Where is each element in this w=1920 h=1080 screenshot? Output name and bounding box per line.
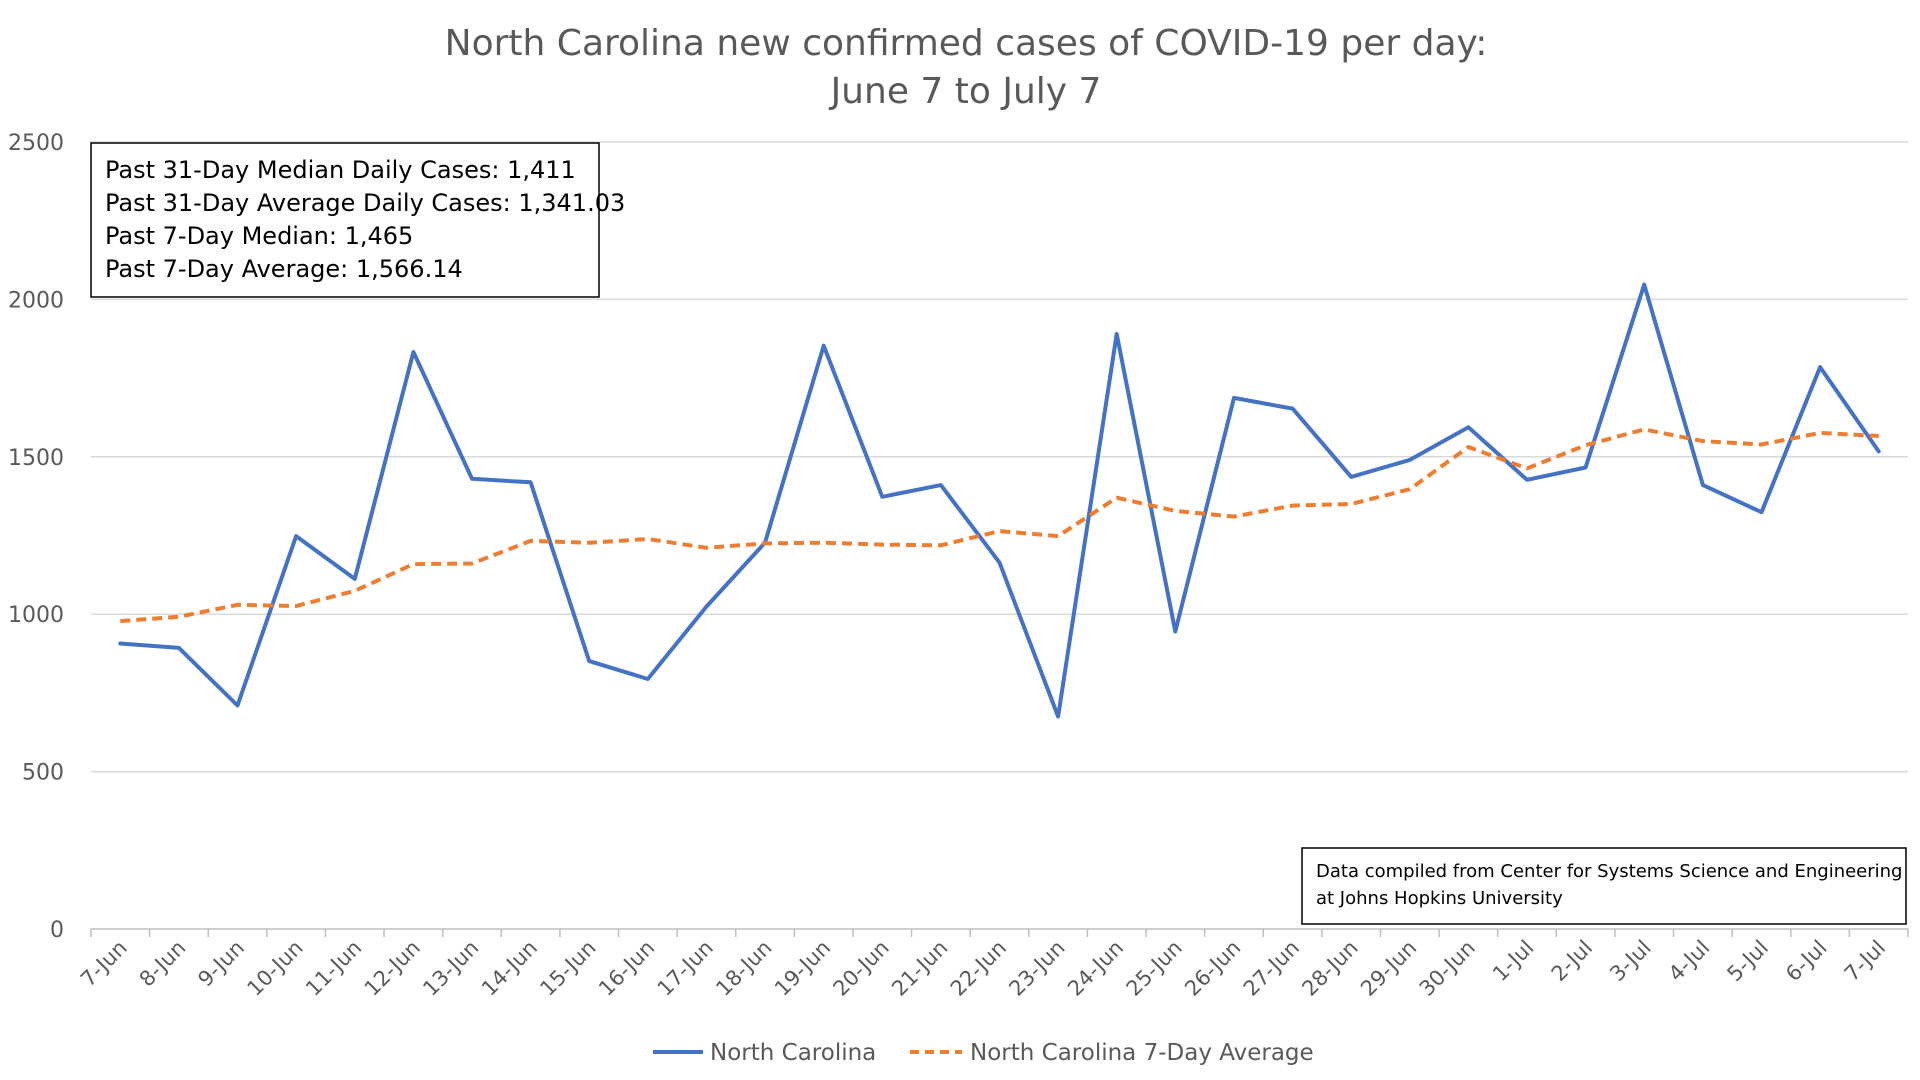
chart-title: North Carolina new confirmed cases of CO… — [445, 23, 1488, 64]
y-tick-label-2000: 2000 — [8, 288, 64, 313]
stats-median-31: Past 31-Day Median Daily Cases: 1,411 — [105, 156, 576, 184]
stats-average-7: Past 7-Day Average: 1,566.14 — [105, 255, 463, 283]
y-tick-label-500: 500 — [22, 761, 64, 786]
stats-annotation-box: Past 31-Day Median Daily Cases: 1,411 Pa… — [90, 142, 625, 298]
y-tick-label-1000: 1000 — [8, 603, 64, 628]
source-box-border — [1301, 847, 1907, 925]
y-tick-label-1500: 1500 — [8, 446, 64, 471]
series-line-north-carolina — [118, 282, 1881, 719]
series-lines — [118, 282, 1881, 719]
y-axis-tick-labels: 0 500 1000 1500 2000 2500 — [8, 131, 64, 943]
gridlines — [91, 141, 1908, 773]
source-note-line-2: at Johns Hopkins University — [1316, 888, 1563, 909]
chart-subtitle: June 7 to July 7 — [829, 71, 1102, 112]
stats-box-border — [90, 142, 600, 298]
source-note-box: Data compiled from Center for Systems Sc… — [1301, 847, 1907, 925]
stats-median-7: Past 7-Day Median: 1,465 — [105, 222, 413, 250]
legend: North Carolina North Carolina 7-Day Aver… — [653, 1040, 1314, 1066]
y-tick-label-0: 0 — [50, 918, 64, 943]
legend-label-7-day-average: North Carolina 7-Day Average — [970, 1040, 1314, 1066]
stats-average-31: Past 31-Day Average Daily Cases: 1,341.0… — [105, 189, 625, 217]
legend-label-north-carolina: North Carolina — [710, 1040, 876, 1066]
y-tick-label-2500: 2500 — [8, 131, 64, 156]
source-note-line-1: Data compiled from Center for Systems Sc… — [1316, 861, 1903, 882]
